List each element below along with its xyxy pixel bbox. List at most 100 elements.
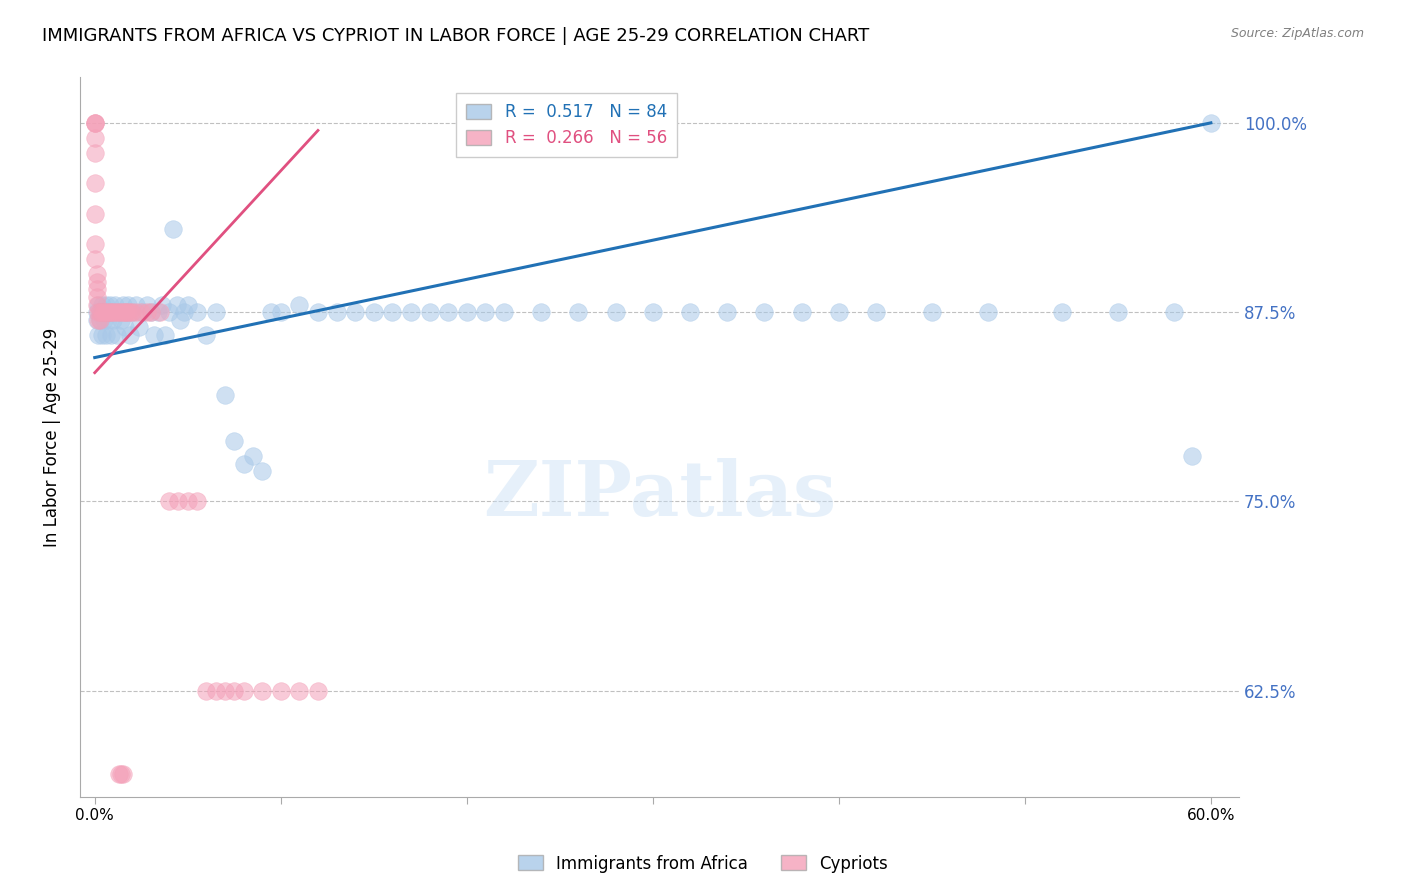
Point — [270, 683, 292, 698]
Point — [129, 305, 152, 319]
Point — [103, 305, 125, 319]
Point — [93, 305, 115, 319]
Point — [790, 305, 813, 319]
Point — [89, 305, 111, 319]
Point — [865, 305, 887, 319]
Point — [204, 683, 226, 698]
Point — [437, 305, 460, 319]
Point — [93, 305, 115, 319]
Point — [146, 305, 169, 319]
Point — [363, 305, 385, 319]
Point — [288, 683, 311, 698]
Point — [98, 297, 121, 311]
Point — [177, 494, 200, 508]
Point — [94, 297, 117, 311]
Point — [214, 388, 236, 402]
Point — [167, 494, 190, 508]
Point — [224, 683, 246, 698]
Point — [100, 327, 122, 342]
Point — [108, 305, 131, 319]
Point — [139, 305, 162, 319]
Point — [250, 464, 273, 478]
Point — [114, 305, 136, 319]
Point — [103, 312, 125, 326]
Point — [83, 207, 105, 221]
Point — [97, 305, 120, 319]
Point — [100, 305, 122, 319]
Point — [117, 305, 139, 319]
Point — [91, 327, 114, 342]
Point — [89, 305, 111, 319]
Point — [103, 305, 125, 319]
Point — [91, 305, 114, 319]
Point — [143, 327, 166, 342]
Point — [121, 305, 143, 319]
Point — [214, 683, 236, 698]
Point — [132, 305, 155, 319]
Point — [110, 767, 132, 781]
Point — [86, 267, 108, 281]
Point — [149, 305, 172, 319]
Point — [474, 305, 496, 319]
Point — [83, 131, 105, 145]
Point — [97, 305, 120, 319]
Point — [242, 449, 264, 463]
Point — [83, 146, 105, 161]
Point — [530, 305, 553, 319]
Point — [89, 312, 111, 326]
Point — [98, 305, 121, 319]
Point — [89, 312, 111, 326]
Point — [83, 237, 105, 252]
Point — [114, 320, 136, 334]
Point — [115, 305, 138, 319]
Point — [110, 312, 132, 326]
Point — [921, 305, 943, 319]
Point — [754, 305, 776, 319]
Point — [83, 116, 105, 130]
Point — [83, 116, 105, 130]
Point — [288, 297, 311, 311]
Point — [976, 305, 998, 319]
Point — [157, 305, 180, 319]
Point — [105, 327, 128, 342]
Point — [111, 305, 134, 319]
Point — [93, 312, 115, 326]
Point — [105, 305, 128, 319]
Point — [1107, 305, 1129, 319]
Point — [679, 305, 702, 319]
Point — [117, 297, 139, 311]
Point — [87, 297, 110, 311]
Point — [135, 305, 157, 319]
Point — [260, 305, 283, 319]
Legend: R =  0.517   N = 84, R =  0.266   N = 56: R = 0.517 N = 84, R = 0.266 N = 56 — [457, 93, 676, 157]
Point — [162, 222, 184, 236]
Point — [91, 297, 114, 311]
Point — [195, 327, 218, 342]
Point — [419, 305, 441, 319]
Y-axis label: In Labor Force | Age 25-29: In Labor Force | Age 25-29 — [44, 327, 60, 547]
Point — [224, 434, 246, 448]
Text: ZIPatlas: ZIPatlas — [482, 458, 837, 532]
Point — [1163, 305, 1185, 319]
Point — [232, 683, 254, 698]
Point — [83, 177, 105, 191]
Point — [139, 305, 162, 319]
Point — [100, 305, 122, 319]
Point — [86, 305, 108, 319]
Point — [399, 305, 422, 319]
Point — [828, 305, 851, 319]
Point — [325, 305, 347, 319]
Point — [120, 327, 142, 342]
Point — [94, 305, 117, 319]
Point — [492, 305, 515, 319]
Point — [186, 494, 208, 508]
Point — [195, 683, 218, 698]
Point — [87, 327, 110, 342]
Point — [94, 327, 117, 342]
Point — [128, 320, 150, 334]
Point — [121, 305, 143, 319]
Point — [204, 305, 226, 319]
Point — [86, 275, 108, 289]
Point — [157, 494, 180, 508]
Point — [381, 305, 404, 319]
